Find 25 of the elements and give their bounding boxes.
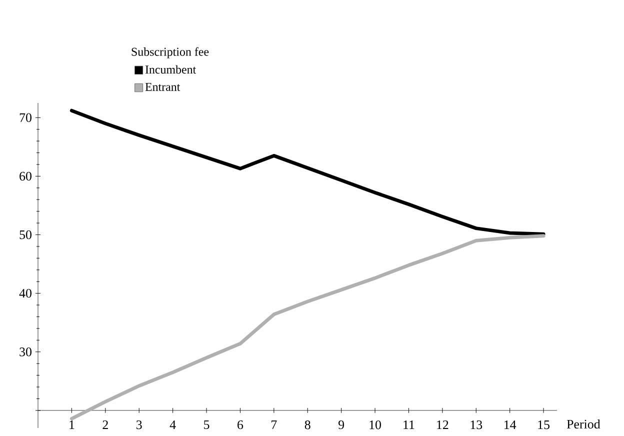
x-tick-label: 5	[204, 420, 210, 430]
x-tick-label: 8	[304, 420, 310, 430]
x-tick-label: 13	[470, 420, 482, 430]
legend-label: Incumbent	[145, 65, 196, 74]
y-tick-label: 50	[20, 230, 32, 240]
x-tick-label: 6	[238, 420, 244, 430]
x-tick-label: 11	[404, 420, 414, 429]
y-tick-label: 40	[19, 288, 32, 298]
x-tick-label: 3	[136, 420, 142, 430]
y-tick-label: 60	[20, 172, 32, 181]
x-tick-label: 7	[272, 420, 277, 429]
line-series	[70, 234, 546, 420]
x-axis-title: Period	[566, 419, 600, 429]
x-tick-label: 15	[538, 420, 550, 430]
x-tick-label: 12	[437, 420, 448, 430]
x-tick-label: 10	[370, 420, 381, 430]
x-tick-label: 1	[70, 420, 74, 429]
y-tick-label: 70	[20, 113, 32, 122]
x-tick-label: 9	[338, 420, 344, 430]
x-tick-label: 14	[504, 420, 516, 429]
x-tick-label: 4	[170, 420, 176, 429]
legend-label: Entrant	[145, 82, 180, 91]
legend-title: Subscription fee	[132, 47, 209, 58]
y-tick-label: 30	[20, 348, 32, 356]
x-tick-label: 2	[102, 420, 108, 430]
